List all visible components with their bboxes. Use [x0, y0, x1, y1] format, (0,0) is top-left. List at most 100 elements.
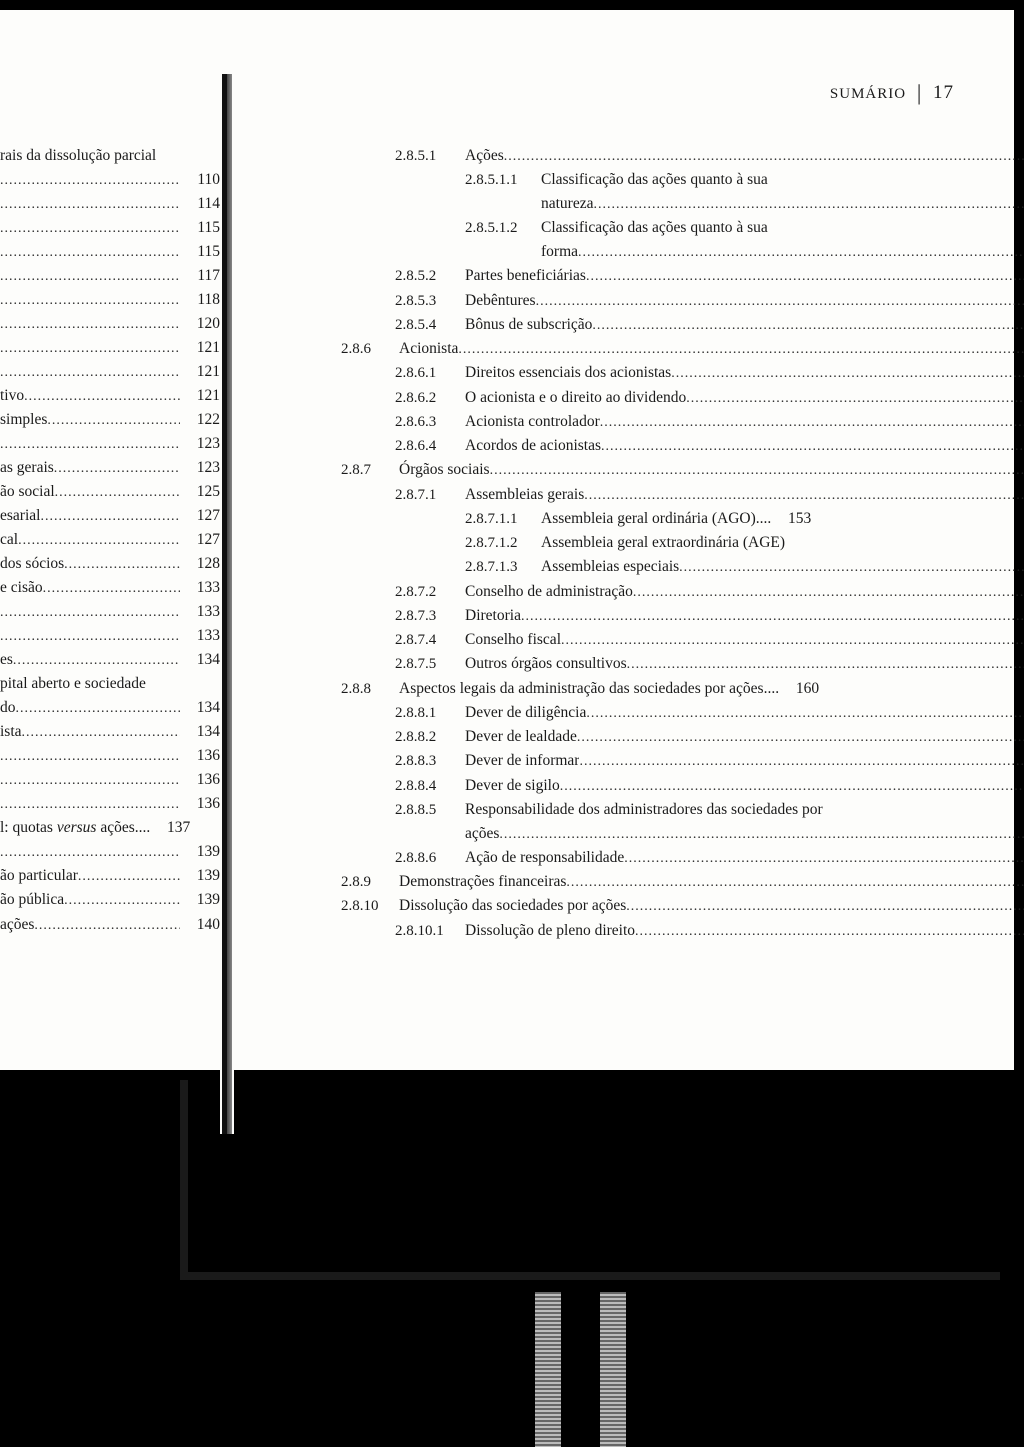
toc-label: l: quotas versus ações [0, 816, 135, 840]
toc-row: 2.8.5.1.2Classificação das ações quanto … [289, 216, 1024, 264]
toc-label: Conselho de administração [465, 580, 633, 604]
toc-row: ão particular139 [0, 864, 220, 888]
toc-row: 110 [0, 168, 220, 192]
toc-page: 123 [180, 456, 220, 480]
toc-row: 133 [0, 600, 220, 624]
toc-dots [0, 338, 180, 360]
toc-row: 2.8.7.1.3Assembleias especiais156 [289, 555, 1024, 579]
toc-label: ista [0, 720, 22, 744]
toc-dots [18, 530, 180, 552]
toc-page: 136 [180, 744, 220, 768]
toc-dots [0, 770, 180, 792]
toc-page: 136 [180, 768, 220, 792]
toc-label: Aspectos legais da administração das soc… [399, 677, 764, 701]
toc-label: Diretoria [465, 604, 521, 628]
toc-label: ão pública [0, 888, 64, 912]
toc-dots [78, 866, 180, 888]
toc-number: 2.8.6 [341, 338, 399, 361]
toc-dots [679, 557, 1024, 579]
toc-dots [0, 314, 180, 336]
toc-label: Classificação das ações quanto à sua [541, 168, 1024, 192]
toc-dots [16, 698, 181, 720]
toc-label: Dissolução de pleno direito [465, 919, 635, 943]
toc-row: 121 [0, 336, 220, 360]
left-column: rais da dissolução parcial11011411511511… [0, 144, 220, 1104]
toc-row: 136 [0, 792, 220, 816]
toc-row: 2.8.7.4Conselho fiscal158 [289, 628, 1024, 652]
toc-page: 134 [180, 648, 220, 672]
toc-dots [600, 412, 1024, 434]
toc-row: 2.8.7Órgãos sociais151 [289, 458, 1024, 482]
toc-number: 2.8.7.1.3 [465, 556, 541, 579]
toc-dots [0, 842, 180, 864]
toc-row: 2.8.5.2Partes beneficiárias143 [289, 264, 1024, 288]
toc-label: Ação de responsabilidade [465, 846, 624, 870]
toc-page: 160 [779, 677, 819, 701]
toc-label: Classificação das ações quanto à sua [541, 216, 1024, 240]
toc-label-tail: ações [465, 822, 499, 846]
toc-dots [594, 194, 1024, 216]
toc-label-block: Classificação das ações quanto à suaform… [541, 216, 1024, 264]
toc-label: Assembleias gerais [465, 483, 584, 507]
toc-dots [0, 434, 180, 456]
header-label: SUMÁRIO [830, 86, 906, 102]
toc-dots [458, 339, 1024, 361]
toc-page: 133 [180, 576, 220, 600]
toc-dots [0, 362, 180, 384]
toc-label: Partes beneficiárias [465, 264, 586, 288]
toc-row: dos sócios128 [0, 552, 220, 576]
toc-row: 2.8.6.2O acionista e o direito ao divide… [289, 386, 1024, 410]
page-gutter [220, 74, 234, 1134]
toc-number: 2.8.7.3 [395, 605, 465, 628]
toc-dots: .... [756, 507, 772, 531]
right-column: 2.8.5.1Ações1412.8.5.1.1Classificação da… [234, 144, 1024, 1104]
toc-label: simples [0, 408, 47, 432]
toc-dots [54, 458, 180, 480]
toc-row: ão social125 [0, 480, 220, 504]
toc-row: l: quotas versus ações....137 [0, 816, 220, 840]
toc-label: Órgãos sociais [399, 458, 490, 482]
toc-number: 2.8.8.4 [395, 775, 465, 798]
toc-label: Dever de lealdade [465, 725, 577, 749]
toc-page: 121 [180, 360, 220, 384]
toc-label: Dever de sigilo [465, 774, 560, 798]
toc-number: 2.8.6.2 [395, 387, 465, 410]
toc-row: 2.8.6.3Acionista controlador147 [289, 410, 1024, 434]
toc-row: tivo121 [0, 384, 220, 408]
toc-row: 2.8.5.1Ações141 [289, 144, 1024, 168]
toc-label: ão social [0, 480, 55, 504]
toc-row: cal127 [0, 528, 220, 552]
toc-page: 110 [180, 168, 220, 192]
page: SUMÁRIO | 17 rais da dissolução parcial1… [0, 10, 1014, 1070]
toc-number: 2.8.10 [341, 895, 399, 918]
toc-number: 2.8.6.3 [395, 411, 465, 434]
toc-row: 133 [0, 624, 220, 648]
toc-number: 2.8.7.1 [395, 484, 465, 507]
toc-row: 115 [0, 240, 220, 264]
toc-label-block: Responsabilidade dos administradores das… [465, 798, 1024, 846]
toc-dots [0, 194, 180, 216]
toc-dots [0, 746, 180, 768]
toc-row: 2.8.10Dissolução das sociedades por açõe… [289, 894, 1024, 918]
toc-page: 123 [180, 432, 220, 456]
toc-label: Acionista [399, 337, 458, 361]
toc-row: 114 [0, 192, 220, 216]
toc-dots [0, 218, 180, 240]
toc-number: 2.8.9 [341, 871, 399, 894]
toc-row: 117 [0, 264, 220, 288]
toc-label: Assembleias especiais [541, 555, 679, 579]
toc-dots [577, 727, 1024, 749]
toc-page: 121 [180, 384, 220, 408]
toc-dots [34, 915, 180, 937]
toc-page: 139 [180, 888, 220, 912]
toc-dots [499, 824, 1024, 846]
toc-label: Acordos de acionistas [465, 434, 601, 458]
toc-row: 2.8.5.3Debêntures144 [289, 289, 1024, 313]
toc-number: 2.8.8.3 [395, 750, 465, 773]
toc-page: 153 [771, 507, 811, 531]
toc-page: 139 [180, 840, 220, 864]
toc-row: simples122 [0, 408, 220, 432]
toc-page: 115 [180, 240, 220, 264]
toc-dots [64, 890, 180, 912]
toc-row: 139 [0, 840, 220, 864]
